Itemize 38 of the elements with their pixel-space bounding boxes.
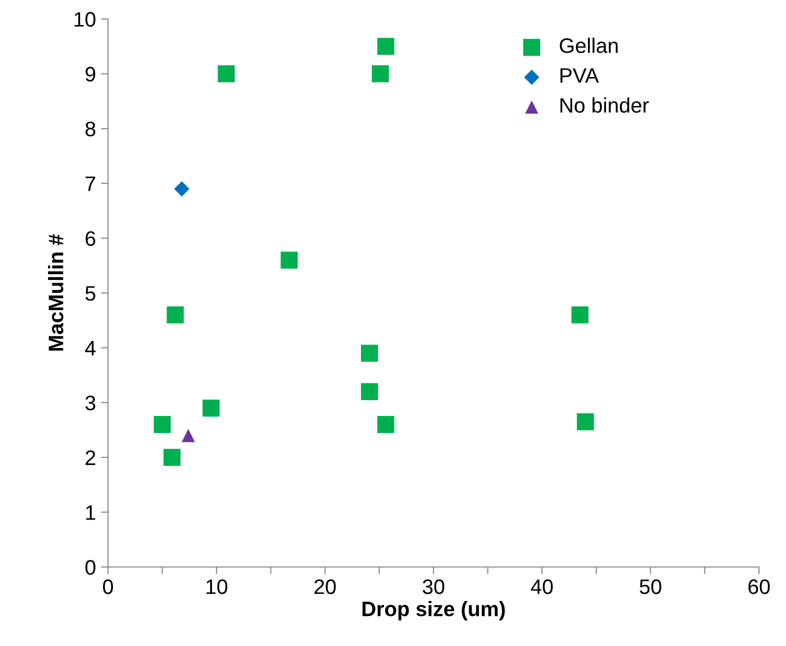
y-tick-label: 2 bbox=[86, 450, 96, 465]
x-tick-label: 50 bbox=[640, 579, 662, 594]
legend-label: No binder bbox=[560, 97, 649, 113]
point bbox=[164, 448, 181, 466]
x-axis-title: Drop size (um) bbox=[362, 601, 505, 620]
x-tick-label: 60 bbox=[748, 579, 770, 594]
y-tick-label: 4 bbox=[85, 341, 96, 356]
y-tick-label: 1 bbox=[86, 505, 96, 520]
legend-label: PVA bbox=[560, 68, 599, 83]
point bbox=[571, 306, 588, 324]
point bbox=[576, 413, 594, 430]
y-tick-label: 0 bbox=[85, 560, 96, 575]
point bbox=[372, 65, 389, 82]
y-axis-title: MacMullin # bbox=[48, 234, 64, 351]
x-tick-label: 30 bbox=[422, 579, 444, 594]
x-tick-label: 40 bbox=[530, 579, 553, 594]
y-tick-label: 10 bbox=[74, 12, 96, 27]
y-tick-label: 7 bbox=[86, 176, 96, 191]
point bbox=[166, 306, 184, 324]
y-tick-label: 3 bbox=[85, 396, 96, 410]
point bbox=[202, 400, 220, 417]
legend-label: Gellan bbox=[560, 38, 618, 54]
point bbox=[218, 65, 235, 82]
y-tick-label: 6 bbox=[86, 231, 96, 246]
point bbox=[360, 344, 378, 362]
x-tick-label: 0 bbox=[103, 579, 113, 594]
y-tick-label: 5 bbox=[85, 286, 96, 301]
x-tick-label: 20 bbox=[314, 579, 336, 594]
x-tick-label: 10 bbox=[206, 579, 228, 594]
point bbox=[182, 428, 195, 442]
point bbox=[360, 383, 378, 400]
y-tick-label: 9 bbox=[86, 66, 96, 82]
point bbox=[377, 38, 394, 55]
point bbox=[174, 181, 190, 196]
point bbox=[154, 416, 171, 434]
point bbox=[280, 252, 298, 269]
y-tick-label: 8 bbox=[86, 122, 96, 136]
point bbox=[377, 416, 394, 434]
